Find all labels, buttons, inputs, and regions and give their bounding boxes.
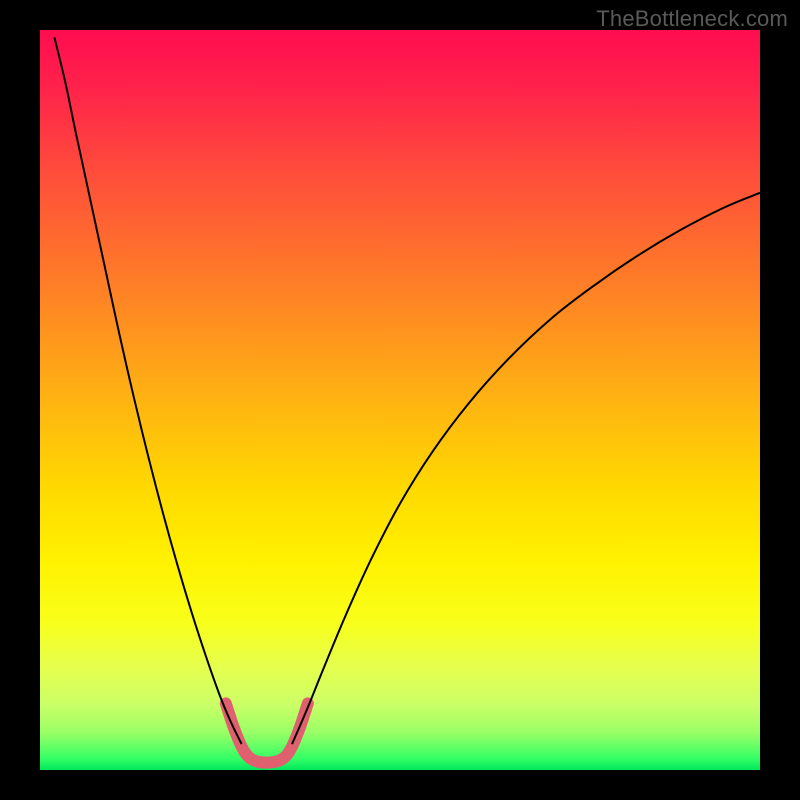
plot-background-gradient — [40, 30, 760, 770]
chart-stage: TheBottleneck.com — [0, 0, 800, 800]
watermark-text: TheBottleneck.com — [596, 6, 788, 32]
bottleneck-chart — [0, 0, 800, 800]
